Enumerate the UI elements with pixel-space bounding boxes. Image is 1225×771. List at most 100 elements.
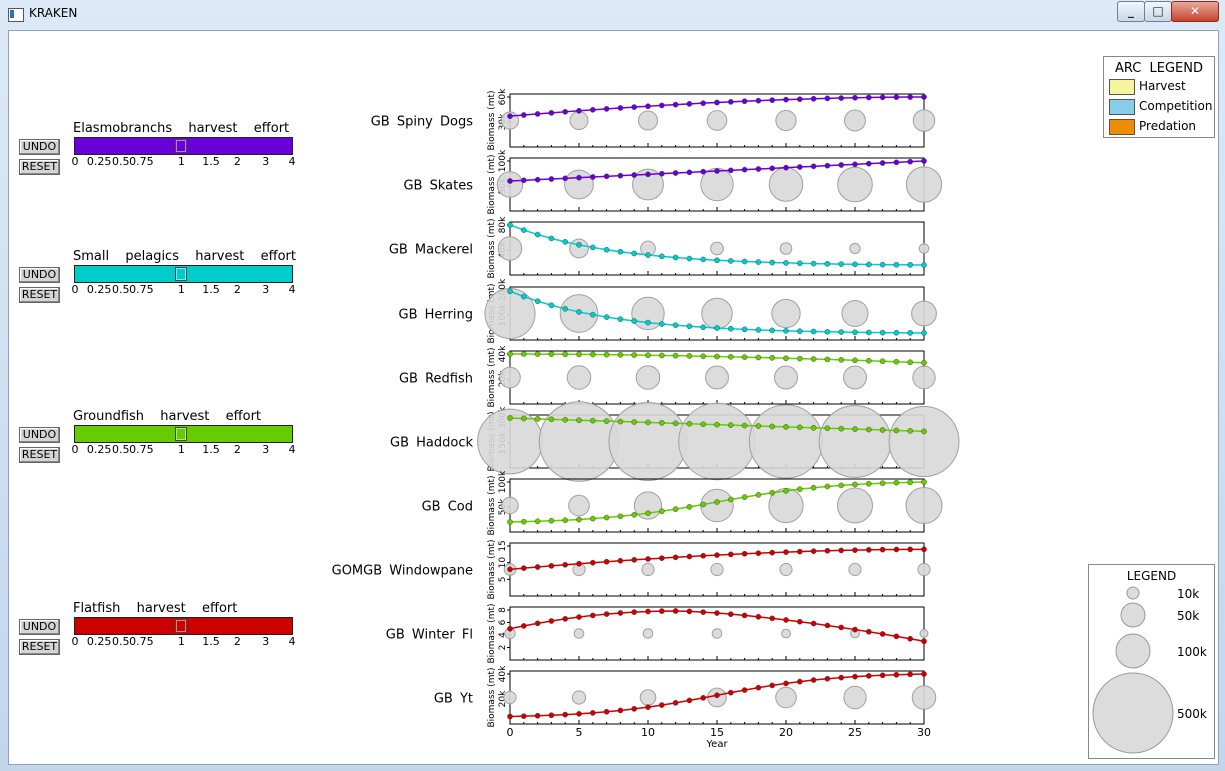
title-bar[interactable]: KRAKEN _ □ ✕ <box>0 0 1225 30</box>
y-tick-label: 4 <box>498 632 508 638</box>
minimize-button[interactable]: _ <box>1117 1 1145 22</box>
biomass-point <box>686 420 693 427</box>
slider-tick-label: 1.5 <box>202 283 220 296</box>
biomass-circle <box>837 487 873 524</box>
biomass-point <box>769 489 776 496</box>
effort-slider[interactable] <box>74 617 293 635</box>
y-axis-label: Biomass (mt) <box>487 539 497 599</box>
biomass-point <box>824 675 831 682</box>
panel-title: GB Mackerel <box>389 243 473 258</box>
effort-slider[interactable] <box>74 137 293 155</box>
x-tick-label: 30 <box>917 726 931 739</box>
biomass-point <box>838 425 845 432</box>
biomass-point <box>866 329 872 336</box>
reset-button[interactable]: RESET <box>19 447 60 463</box>
biomass-point <box>672 352 679 359</box>
biomass-point <box>879 94 886 101</box>
biomass-point <box>907 359 914 366</box>
biomass-circle <box>711 628 723 639</box>
slider-tick-label: 2 <box>233 155 241 168</box>
biomass-circle <box>571 690 587 705</box>
slider-tick-label: 4 <box>288 635 296 648</box>
biomass-point <box>907 330 914 336</box>
slider-tick-label: 1.5 <box>202 443 220 456</box>
biomass-point <box>852 357 858 364</box>
slider-thumb[interactable] <box>175 267 188 281</box>
biomass-point <box>852 481 858 488</box>
biomass-point <box>824 547 831 554</box>
biomass-point <box>824 261 831 267</box>
y-tick-label: 20k <box>498 690 508 707</box>
biomass-point <box>659 608 665 614</box>
biomass-circle <box>499 366 521 389</box>
biomass-circle <box>748 404 824 479</box>
effort-slider[interactable] <box>74 265 293 283</box>
biomass-point <box>893 671 900 678</box>
biomass-point <box>714 325 720 331</box>
biomass-point <box>617 610 624 616</box>
biomass-point <box>672 420 679 427</box>
slider-tick-label: 3 <box>262 283 270 296</box>
biomass-circle <box>710 562 724 577</box>
biomass-point <box>755 492 762 498</box>
reset-button[interactable]: RESET <box>19 287 60 303</box>
biomass-point <box>838 162 845 168</box>
close-button[interactable]: ✕ <box>1171 1 1219 22</box>
slider-tick-label: 2 <box>233 635 241 648</box>
biomass-point <box>521 293 527 300</box>
biomass-point <box>659 420 665 426</box>
slider-tick-label: 4 <box>288 443 296 456</box>
biomass-point <box>810 424 817 431</box>
slider-thumb[interactable] <box>175 619 188 633</box>
biomass-point <box>576 174 582 181</box>
y-axis-label: Biomass (mt) <box>487 218 497 278</box>
biomass-point <box>659 321 665 327</box>
biomass-circle <box>710 241 724 256</box>
panel-title: GOMGB Windowpane <box>332 564 473 579</box>
maximize-button[interactable]: □ <box>1144 1 1172 22</box>
biomass-point <box>672 608 679 614</box>
biomass-point <box>686 608 693 615</box>
biomass-point <box>576 417 582 424</box>
biomass-circle <box>919 629 929 638</box>
y-tick-label: 15 <box>498 540 508 551</box>
y-tick-label: 8 <box>498 607 508 613</box>
undo-button[interactable]: UNDO <box>19 427 60 443</box>
biomass-point <box>631 609 638 615</box>
size-circle-100k <box>1115 633 1151 669</box>
undo-button[interactable]: UNDO <box>19 139 60 155</box>
biomass-point <box>810 677 817 683</box>
reset-button[interactable]: RESET <box>19 159 60 175</box>
y-tick-label: 100k <box>498 149 508 172</box>
biomass-point <box>907 262 914 268</box>
biomass-circle <box>912 109 936 132</box>
biomass-circle <box>844 109 866 132</box>
effort-slider[interactable] <box>74 425 293 443</box>
biomass-circle <box>496 171 524 198</box>
legend-swatch <box>1109 119 1135 135</box>
biomass-point <box>810 356 817 362</box>
undo-button[interactable]: UNDO <box>19 619 60 635</box>
biomass-point <box>769 549 776 556</box>
biomass-point <box>741 98 748 105</box>
biomass-point <box>893 633 900 640</box>
reset-button[interactable]: RESET <box>19 639 60 655</box>
biomass-point <box>921 428 927 435</box>
undo-button[interactable]: UNDO <box>19 267 60 283</box>
biomass-point <box>507 566 513 573</box>
biomass-point <box>659 102 665 109</box>
slider-thumb[interactable] <box>175 427 188 441</box>
biomass-circle <box>569 111 589 130</box>
biomass-point <box>521 518 527 525</box>
biomass-point <box>507 519 513 525</box>
biomass-point <box>907 428 914 434</box>
biomass-circle <box>905 487 943 524</box>
biomass-point <box>700 256 707 263</box>
legend-swatch <box>1109 79 1135 95</box>
biomass-point <box>562 616 569 622</box>
slider-thumb[interactable] <box>175 139 188 153</box>
biomass-point <box>907 479 914 486</box>
y-axis-label: Biomass (mt) <box>487 90 497 150</box>
slider-tick-label: 1.5 <box>202 635 220 648</box>
biomass-point <box>562 109 569 115</box>
